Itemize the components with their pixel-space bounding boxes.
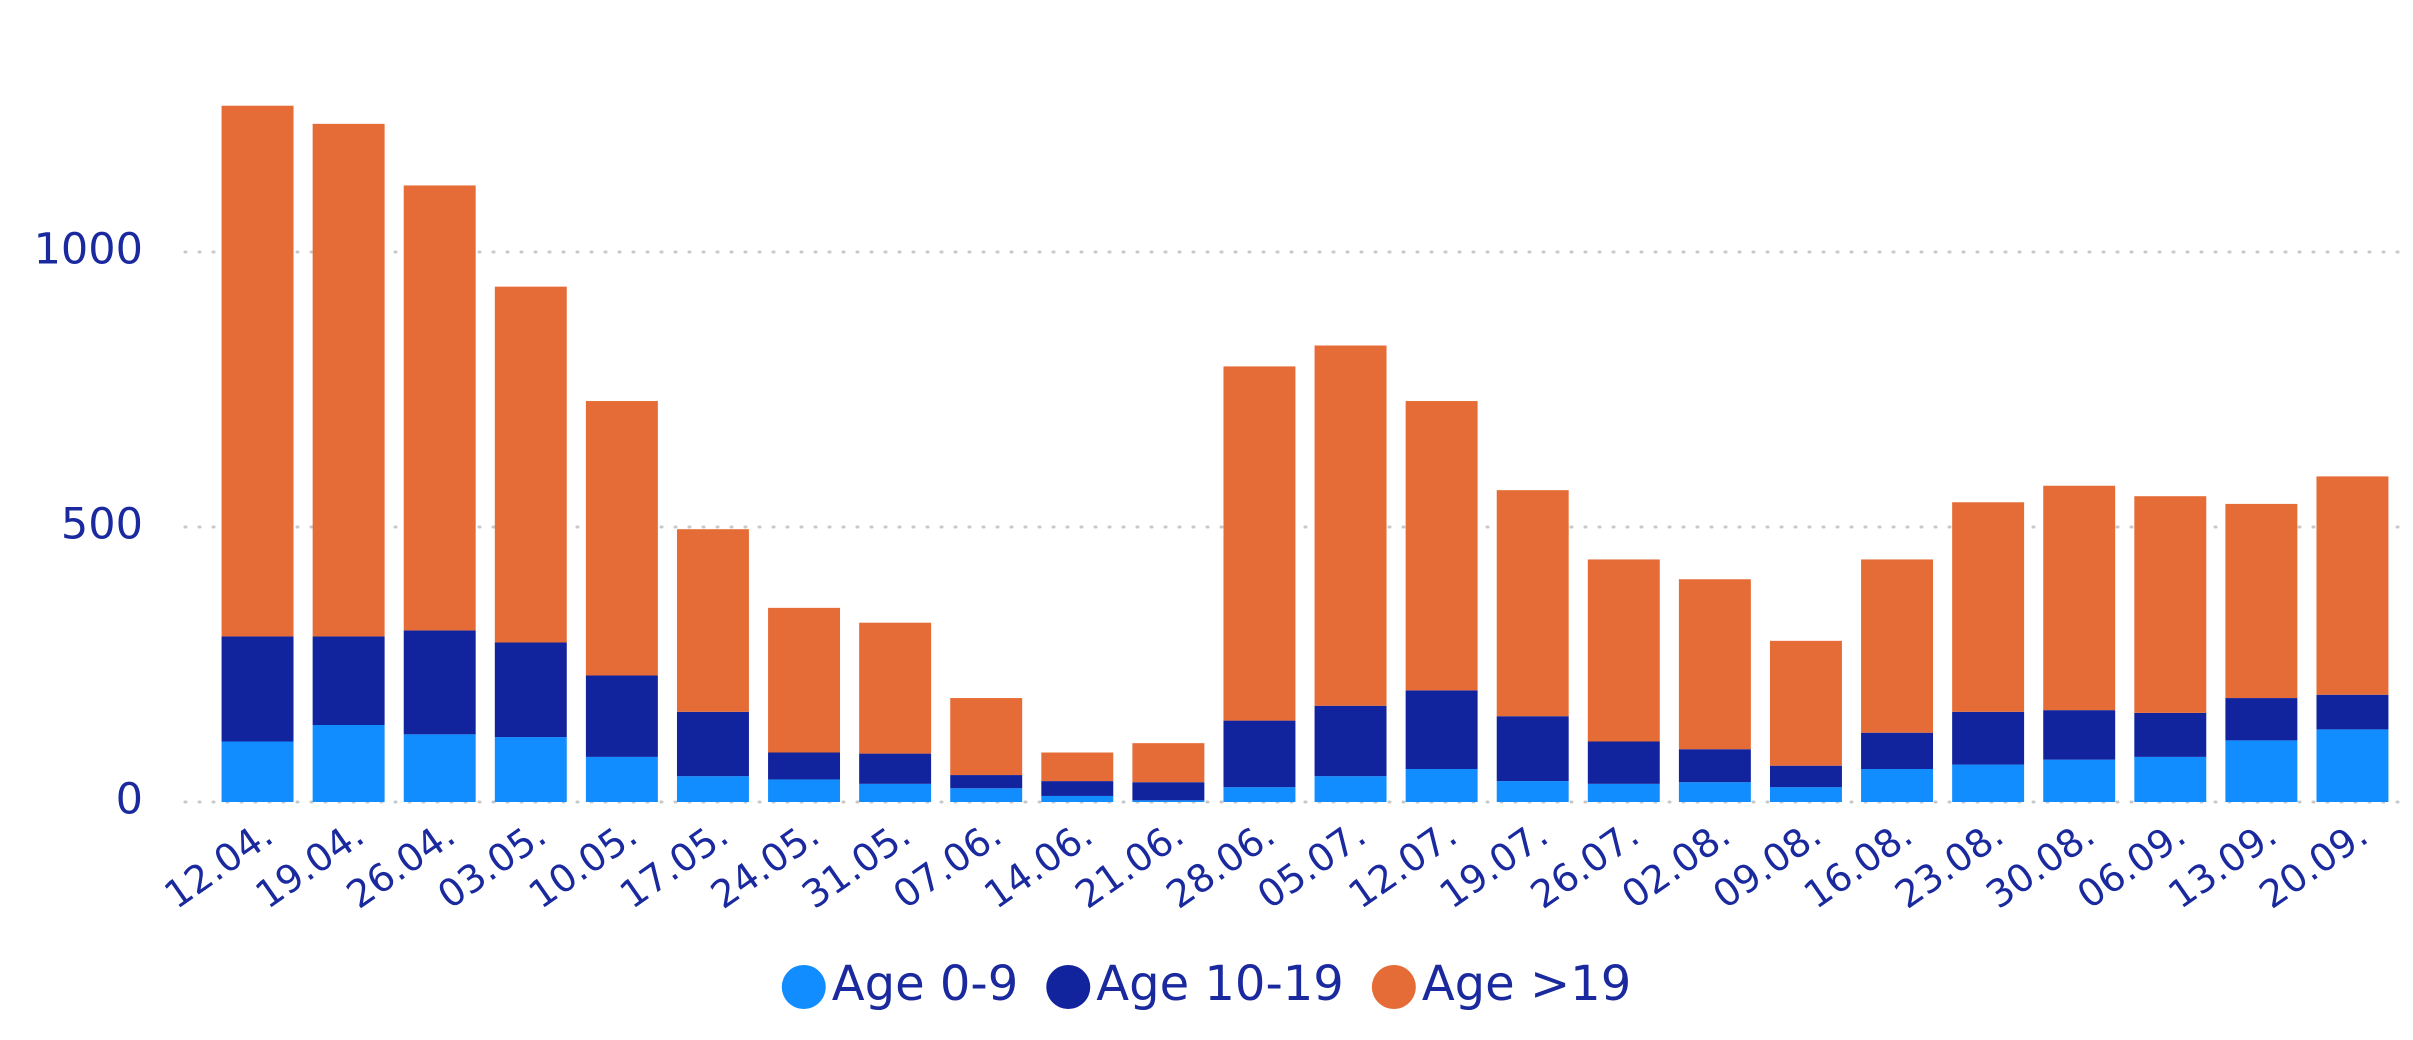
bar-segment: [859, 622, 932, 754]
legend-marker: [1046, 965, 1091, 1009]
bar-segment: [494, 642, 567, 738]
bar-segment: [221, 105, 294, 637]
bar-segment: [2043, 485, 2116, 711]
bar-segment: [312, 636, 385, 725]
bar-segment: [1132, 782, 1205, 801]
bar-segment: [768, 607, 841, 753]
bar-segment: [859, 753, 932, 784]
bar-segment: [2316, 729, 2389, 802]
bar-segment: [1314, 345, 1387, 706]
bar-segment: [1041, 781, 1114, 796]
bar-segment: [494, 286, 567, 643]
y-tick-label: 0: [116, 775, 143, 825]
bar-segment: [1952, 711, 2025, 765]
bar-segment: [2134, 496, 2207, 713]
bar-segment: [2225, 740, 2298, 802]
legend: Age 0-9 Age 10-19 Age >19: [781, 956, 1631, 1012]
bar-segment: [950, 698, 1023, 776]
bar-segment: [585, 401, 658, 676]
bar-segment: [2134, 756, 2207, 802]
legend-marker: [781, 965, 826, 1009]
bar-segment: [1587, 559, 1660, 742]
y-tick-label: 1000: [34, 225, 143, 275]
y-tick-label: 500: [61, 500, 143, 550]
bar-segment: [1496, 716, 1569, 782]
bar-segment: [1496, 781, 1569, 802]
bar-segment: [1587, 783, 1660, 802]
legend-marker: [1371, 965, 1416, 1009]
bar-segment: [585, 756, 658, 802]
bar-segment: [312, 123, 385, 637]
bar-segment: [768, 752, 841, 780]
bar-segment: [1769, 787, 1842, 802]
bar-segment: [1314, 705, 1387, 777]
bar-segment: [2316, 476, 2389, 695]
bar-segment: [1678, 749, 1751, 783]
bar-segment: [1861, 769, 1934, 802]
bar-segment: [1132, 743, 1205, 783]
legend-label: Age 10-19: [1096, 956, 1344, 1012]
bar-segment: [1314, 776, 1387, 802]
bar-segment: [1496, 490, 1569, 717]
bar-segment: [1861, 732, 1934, 769]
bar-segment: [1678, 782, 1751, 802]
bar-segment: [676, 529, 749, 712]
bar-segment: [1405, 690, 1478, 769]
bar-segment: [1223, 787, 1296, 802]
bar-segment: [221, 741, 294, 802]
bar-segment: [859, 783, 932, 802]
bar-segment: [1223, 366, 1296, 721]
legend-label: Age 0-9: [832, 956, 1019, 1012]
bar-segment: [494, 737, 567, 802]
bar-segment: [1769, 640, 1842, 766]
bar-segment: [950, 788, 1023, 802]
bar-segment: [2043, 759, 2116, 802]
bar-segment: [2134, 712, 2207, 757]
bar-segment: [2225, 698, 2298, 741]
bar-segment: [676, 711, 749, 777]
legend-label: Age >19: [1422, 956, 1631, 1012]
bar-segment: [221, 636, 294, 742]
bar-segment: [1769, 765, 1842, 788]
bar-segment: [1041, 795, 1114, 802]
bar-segment: [2316, 694, 2389, 730]
bar-segment: [403, 630, 476, 735]
bar-segment: [1132, 800, 1205, 802]
bar-segment: [676, 776, 749, 802]
bar-segment: [1952, 502, 2025, 712]
bar-segment: [403, 734, 476, 802]
bar-segment: [585, 675, 658, 757]
bar-segment: [2043, 710, 2116, 760]
bar-segment: [403, 185, 476, 631]
bar-segment: [950, 775, 1023, 789]
bar-segment: [1405, 401, 1478, 691]
bar-segment: [1223, 720, 1296, 788]
bar-segment: [768, 779, 841, 802]
bar-segment: [1861, 559, 1934, 733]
bar-segment: [1678, 579, 1751, 750]
bar-segment: [1587, 741, 1660, 784]
bar-segment: [2225, 503, 2298, 699]
bar-segment: [312, 725, 385, 802]
bar-segment: [1952, 764, 2025, 802]
bar-segment: [1405, 769, 1478, 802]
bar-segment: [1041, 752, 1114, 782]
